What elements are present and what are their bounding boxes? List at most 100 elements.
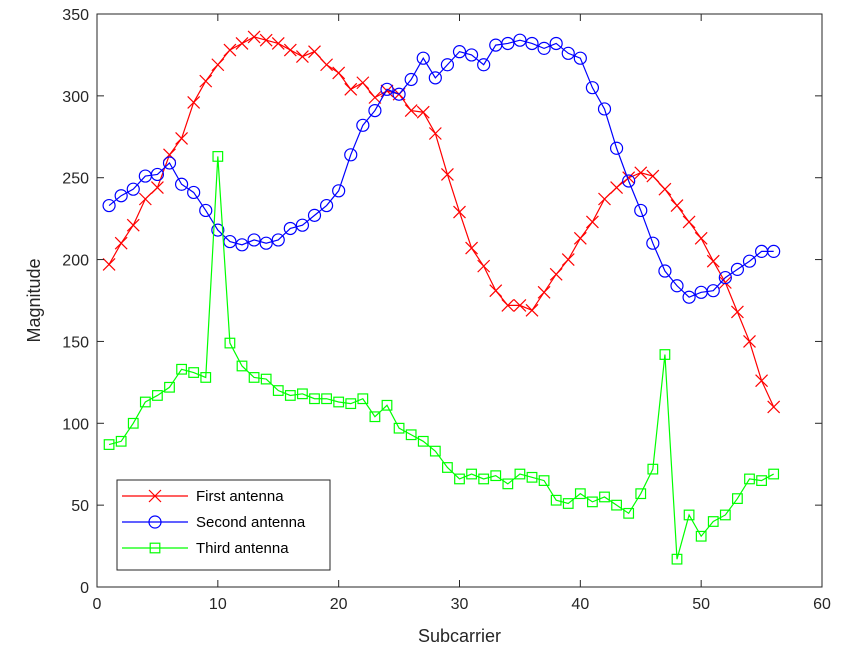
data-point-stroke-b: [332, 66, 346, 80]
data-point: [102, 258, 116, 271]
data-point-stroke-b: [283, 43, 297, 57]
data-point: [538, 475, 550, 486]
data-point: [212, 151, 224, 162]
legend-entries: First antenna Second antenna Third antenna: [122, 488, 306, 557]
series-layer: [102, 30, 781, 565]
data-point: [284, 390, 296, 401]
data-point: [442, 462, 453, 473]
data-point-stroke-b: [561, 253, 575, 266]
data-point: [525, 36, 539, 51]
data-point-stroke-b: [211, 58, 225, 72]
legend-swatch-marker: [148, 489, 162, 503]
data-point-stroke-b: [380, 84, 394, 98]
data-point: [417, 435, 429, 447]
data-point: [454, 473, 465, 485]
data-point: [357, 393, 369, 405]
data-point: [103, 439, 115, 450]
data-point: [260, 373, 272, 385]
data-point: [174, 177, 189, 191]
data-point: [490, 470, 502, 482]
data-point: [464, 48, 479, 62]
data-point: [598, 192, 611, 206]
data-point: [368, 91, 382, 104]
data-point-stroke-b: [440, 168, 454, 181]
data-point: [452, 45, 467, 59]
data-point-stroke-b: [114, 236, 128, 250]
data-point: [502, 478, 514, 490]
data-point-stroke-b: [489, 284, 503, 298]
legend-swatch-marker: [149, 542, 161, 554]
y-tick-label: 150: [62, 334, 89, 351]
data-point: [647, 463, 659, 475]
data-point-stroke-b: [525, 303, 539, 317]
data-point: [259, 33, 273, 47]
data-point: [465, 241, 479, 255]
data-point-stroke-b: [247, 30, 261, 44]
legend-label: Second antenna: [196, 514, 306, 531]
data-point: [671, 553, 683, 565]
legend-box: [116, 479, 331, 571]
data-point: [344, 148, 358, 162]
data-point: [333, 396, 345, 408]
data-point: [610, 181, 624, 194]
data-point: [369, 411, 381, 423]
data-point: [585, 81, 600, 95]
data-point: [440, 58, 455, 72]
data-point: [416, 105, 430, 119]
data-point: [682, 290, 696, 304]
x-tick-label: 60: [813, 596, 831, 613]
data-point: [126, 182, 140, 196]
data-point: [670, 279, 684, 293]
data-point: [272, 385, 284, 396]
data-point: [381, 399, 393, 411]
data-point: [730, 262, 745, 276]
data-point: [114, 236, 128, 250]
data-point-stroke-b: [718, 276, 732, 289]
data-point: [319, 198, 334, 213]
data-point: [271, 37, 285, 50]
data-point-stroke-b: [694, 231, 708, 245]
data-point-stroke-b: [682, 215, 696, 229]
series-1: [102, 30, 781, 414]
data-point: [320, 58, 334, 72]
data-point: [344, 82, 358, 96]
data-point: [200, 372, 212, 383]
data-point: [501, 298, 515, 312]
data-point: [622, 174, 636, 188]
data-point-stroke-b: [235, 37, 249, 50]
data-point: [211, 223, 225, 237]
data-point: [622, 171, 636, 185]
data-point: [440, 168, 454, 181]
y-tick-label: 50: [71, 498, 89, 515]
data-point: [706, 254, 720, 268]
data-point-stroke-b: [126, 218, 140, 232]
legend-label: First antenna: [196, 488, 284, 505]
legend-label: Third antenna: [196, 540, 289, 557]
data-point: [695, 530, 707, 542]
data-point-stroke-b: [320, 58, 334, 72]
data-point-stroke-b: [501, 298, 515, 312]
data-point-stroke-b: [743, 335, 756, 348]
data-point: [332, 66, 346, 80]
data-point: [597, 102, 612, 116]
data-point-stroke-b: [356, 76, 370, 90]
data-point: [549, 36, 563, 51]
data-point-stroke-b: [175, 131, 189, 145]
y-tick-label: 350: [62, 7, 89, 24]
data-point-stroke-b: [730, 305, 744, 319]
data-point: [392, 87, 406, 101]
data-point: [223, 43, 237, 57]
data-point: [658, 264, 672, 278]
data-point: [466, 468, 477, 480]
data-point: [283, 221, 297, 236]
data-point: [526, 471, 538, 483]
data-point-stroke-b: [199, 74, 213, 88]
data-point: [114, 189, 128, 203]
data-point: [744, 473, 755, 485]
data-point: [756, 475, 767, 486]
data-point: [138, 192, 152, 206]
data-point: [368, 103, 382, 118]
data-point: [609, 141, 624, 155]
data-point: [332, 184, 346, 198]
data-point: [561, 46, 575, 60]
